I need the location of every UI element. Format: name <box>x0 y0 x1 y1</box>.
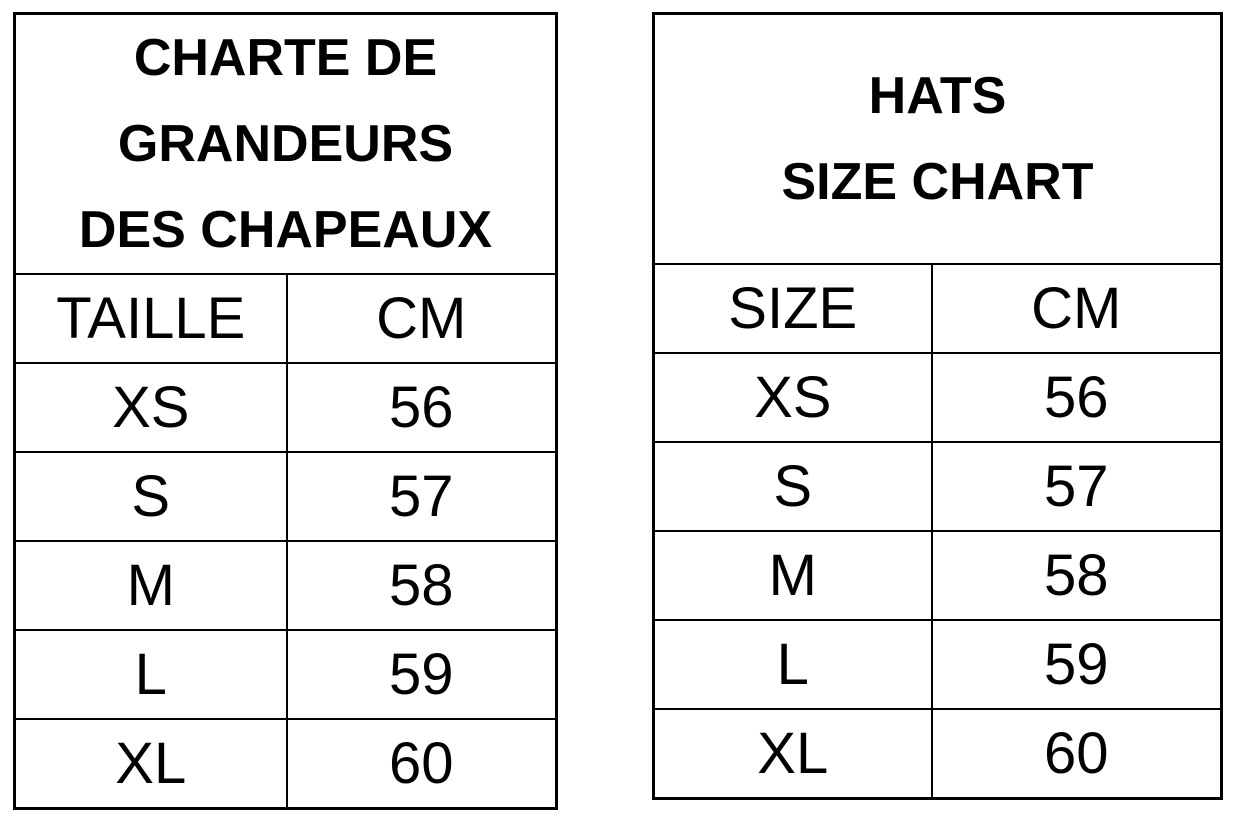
table-row: S 57 <box>652 441 1223 532</box>
column-header-cm: CM <box>285 273 558 364</box>
size-cell: XL <box>13 718 288 810</box>
table-row: M 58 <box>652 530 1223 621</box>
size-cell: S <box>13 451 288 542</box>
table-row: M 58 <box>13 540 558 631</box>
table-title: HATS SIZE CHART <box>652 12 1223 265</box>
header-row: SIZE CM <box>652 263 1223 354</box>
cm-cell: 56 <box>285 362 558 453</box>
title-line: CHARTE DE <box>133 29 438 87</box>
table-row: L 59 <box>13 629 558 720</box>
french-size-chart-table: CHARTE DE GRANDEURS DES CHAPEAUX TAILLE … <box>13 12 558 810</box>
column-header-size: TAILLE <box>13 273 288 364</box>
title-line: GRANDEURS <box>117 115 454 173</box>
column-header-cm: CM <box>930 263 1223 354</box>
size-cell: L <box>652 619 933 710</box>
cm-cell: 58 <box>285 540 558 631</box>
size-cell: S <box>652 441 933 532</box>
title-line: DES CHAPEAUX <box>78 201 493 259</box>
table-row: XL 60 <box>652 708 1223 800</box>
size-cell: XS <box>652 352 933 443</box>
size-cell: M <box>13 540 288 631</box>
cm-cell: 60 <box>930 708 1223 800</box>
cm-cell: 58 <box>930 530 1223 621</box>
size-cell: XL <box>652 708 933 800</box>
table-row: XS 56 <box>652 352 1223 443</box>
table-row: L 59 <box>652 619 1223 710</box>
cm-cell: 56 <box>930 352 1223 443</box>
size-cell: M <box>652 530 933 621</box>
cm-cell: 59 <box>285 629 558 720</box>
table-title: CHARTE DE GRANDEURS DES CHAPEAUX <box>13 12 558 275</box>
cm-cell: 57 <box>285 451 558 542</box>
cm-cell: 59 <box>930 619 1223 710</box>
table-row: XL 60 <box>13 718 558 810</box>
cm-cell: 57 <box>930 441 1223 532</box>
table-row: S 57 <box>13 451 558 542</box>
title-line: HATS <box>868 67 1007 125</box>
size-cell: L <box>13 629 288 720</box>
column-header-size: SIZE <box>652 263 933 354</box>
table-row: XS 56 <box>13 362 558 453</box>
title-line: SIZE CHART <box>781 153 1094 211</box>
header-row: TAILLE CM <box>13 273 558 364</box>
cm-cell: 60 <box>285 718 558 810</box>
english-size-chart-table: HATS SIZE CHART SIZE CM XS 56 S 57 M 58 … <box>652 12 1223 800</box>
size-cell: XS <box>13 362 288 453</box>
